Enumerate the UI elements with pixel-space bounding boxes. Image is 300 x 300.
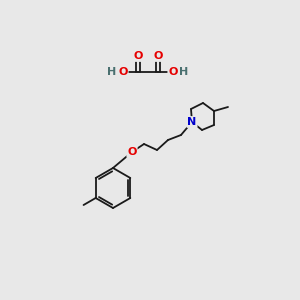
Text: O: O: [118, 67, 128, 77]
Text: O: O: [153, 51, 163, 61]
Text: O: O: [168, 67, 178, 77]
Text: N: N: [188, 117, 196, 127]
Text: H: H: [179, 67, 189, 77]
Text: O: O: [133, 51, 143, 61]
Text: H: H: [107, 67, 117, 77]
Text: O: O: [127, 147, 137, 157]
